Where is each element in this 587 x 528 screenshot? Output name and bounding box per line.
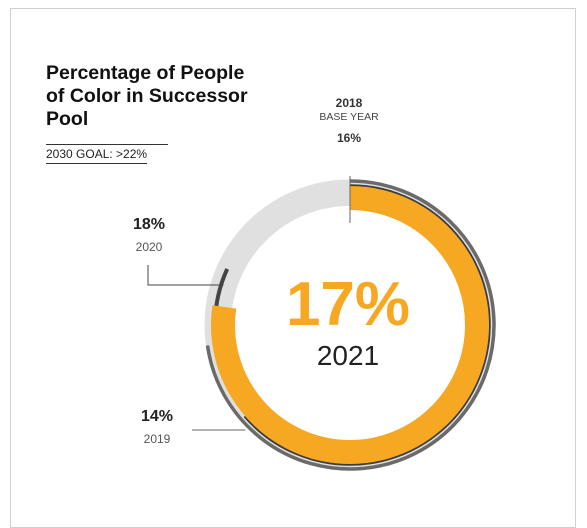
year-2019-label: 2019 — [143, 432, 171, 446]
percent-2020-label: 18% — [132, 216, 166, 233]
arc-2021 — [211, 186, 489, 464]
current-year: 2021 — [316, 340, 380, 371]
chart-title: Percentage of People of Color in Success… — [46, 62, 248, 130]
goal-top-rule — [46, 144, 168, 145]
year-2020-label: 2020 — [135, 240, 163, 254]
leader-lines — [147, 176, 351, 431]
base-year-label: 2018 — [335, 96, 363, 110]
base-year-caption: BASE YEAR — [319, 111, 379, 123]
arc-2018 — [205, 179, 496, 471]
radial-chart — [147, 176, 496, 471]
base-year-percent: 16% — [336, 131, 362, 145]
percent-2019-label: 14% — [140, 408, 174, 425]
leader-2020 — [147, 265, 224, 286]
goal-label: 2030 GOAL: >22% — [46, 147, 148, 164]
current-percent: 17% — [285, 270, 411, 339]
